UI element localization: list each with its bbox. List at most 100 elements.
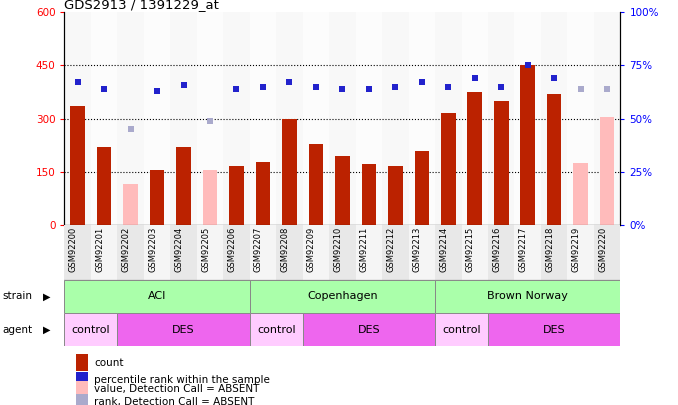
Bar [250,12,276,225]
Bar [223,225,250,280]
Text: value, Detection Call = ABSENT: value, Detection Call = ABSENT [94,384,260,394]
Text: GSM92209: GSM92209 [307,226,316,271]
Bar [388,166,403,225]
Bar [250,280,435,313]
Text: GSM92206: GSM92206 [228,226,237,272]
Text: GSM92211: GSM92211 [360,226,369,271]
Bar [308,144,323,225]
Text: GSM92216: GSM92216 [492,226,501,272]
Bar [600,117,614,225]
Bar [521,66,535,225]
Text: agent: agent [2,325,32,335]
Bar [203,170,217,225]
Bar [302,313,435,346]
Bar [117,313,250,346]
Text: GSM92205: GSM92205 [201,226,210,271]
Bar [567,225,594,280]
Text: GSM92203: GSM92203 [148,226,157,272]
Text: control: control [72,325,111,335]
Bar [75,394,87,405]
Bar [75,354,87,371]
Bar [144,225,170,280]
Text: rank, Detection Call = ABSENT: rank, Detection Call = ABSENT [94,397,255,405]
Bar [276,12,302,225]
Bar [541,12,567,225]
Bar [302,12,329,225]
Bar [329,225,356,280]
Text: ▶: ▶ [43,292,50,301]
Bar [356,225,382,280]
Bar [97,147,111,225]
Bar [441,113,456,225]
Bar [356,12,382,225]
Bar [382,12,409,225]
Bar [256,162,271,225]
Bar [409,225,435,280]
Text: percentile rank within the sample: percentile rank within the sample [94,375,271,385]
Text: control: control [442,325,481,335]
Bar [197,12,223,225]
Bar [64,313,117,346]
Bar [197,225,223,280]
Bar [414,151,429,225]
Text: GSM92217: GSM92217 [519,226,527,272]
Bar [250,225,276,280]
Bar [75,372,87,388]
Text: GSM92212: GSM92212 [386,226,395,271]
Bar [75,381,87,397]
Bar [144,12,170,225]
Bar [123,184,138,225]
Bar [494,101,508,225]
Text: DES: DES [543,325,565,335]
Bar [170,12,197,225]
Text: Brown Norway: Brown Norway [487,292,568,301]
Text: GSM92201: GSM92201 [95,226,104,271]
Bar [176,147,191,225]
Bar [229,166,244,225]
Text: count: count [94,358,124,368]
Bar [574,163,588,225]
Bar [488,225,515,280]
Bar [329,12,356,225]
Bar [435,313,488,346]
Text: GSM92219: GSM92219 [572,226,580,271]
Bar [515,225,541,280]
Text: GSM92204: GSM92204 [174,226,184,271]
Bar [276,225,302,280]
Bar [488,313,620,346]
Text: ACI: ACI [148,292,166,301]
Bar [71,106,85,225]
Bar [223,12,250,225]
Bar [91,225,117,280]
Bar [435,225,462,280]
Bar [594,225,620,280]
Text: Copenhagen: Copenhagen [307,292,378,301]
Text: GSM92213: GSM92213 [413,226,422,272]
Bar [91,12,117,225]
Text: strain: strain [2,292,32,301]
Text: GSM92215: GSM92215 [466,226,475,271]
Text: GSM92202: GSM92202 [121,226,131,271]
Text: GSM92210: GSM92210 [334,226,342,271]
Bar [361,164,376,225]
Text: control: control [257,325,296,335]
Bar [282,119,297,225]
Bar [250,313,302,346]
Text: GSM92218: GSM92218 [545,226,554,272]
Bar [435,12,462,225]
Text: DES: DES [172,325,195,335]
Bar [462,225,488,280]
Text: GDS2913 / 1391229_at: GDS2913 / 1391229_at [64,0,219,11]
Bar [594,12,620,225]
Text: GSM92220: GSM92220 [598,226,607,271]
Bar [462,12,488,225]
Bar [409,12,435,225]
Bar [567,12,594,225]
Text: ▶: ▶ [43,325,50,335]
Bar [150,170,164,225]
Bar [117,12,144,225]
Bar [382,225,409,280]
Text: DES: DES [357,325,380,335]
Bar [302,225,329,280]
Bar [488,12,515,225]
